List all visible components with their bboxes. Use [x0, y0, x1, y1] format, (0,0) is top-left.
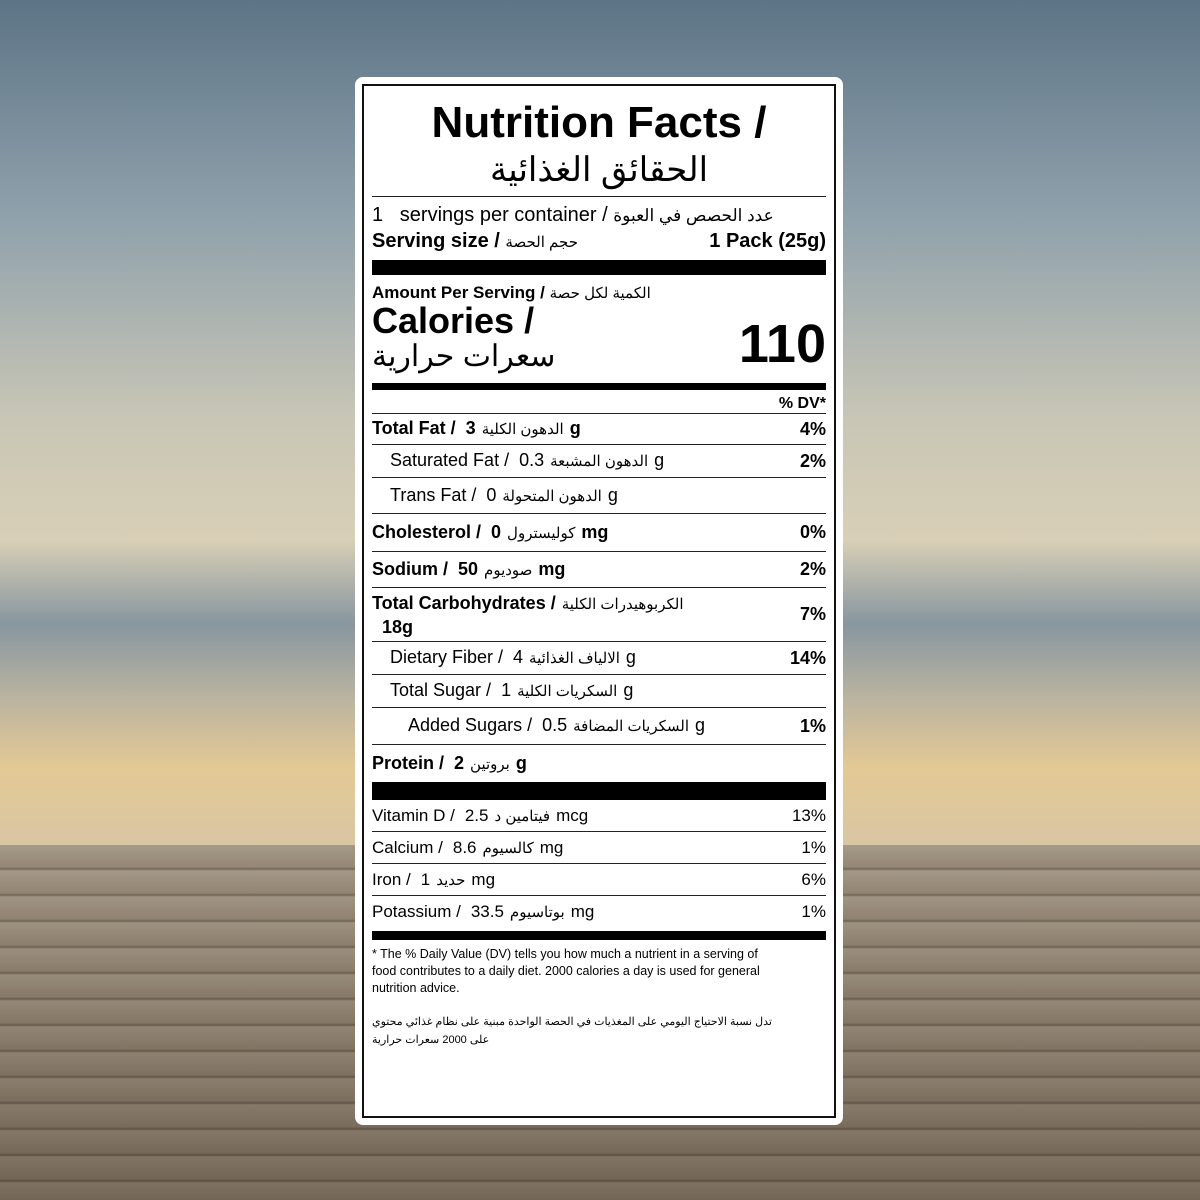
vitamin-amount: 33.5mg — [470, 902, 595, 921]
daily-value-header: % DV* — [372, 390, 826, 414]
nutrient-row: Total Carbohydrates / الكربوهيدرات الكلية… — [372, 588, 826, 642]
thick-divider — [372, 260, 826, 275]
nutrient-dv: 0% — [799, 522, 826, 542]
nutrient-label: Trans Fat / — [390, 484, 477, 505]
nutrient-row: Dietary Fiber / الالياف الغذائية4g 14% — [372, 642, 826, 675]
serving-size-arabic: حجم الحصة — [505, 234, 578, 251]
vitamin-dv: 13% — [791, 805, 826, 825]
nutrient-amount: 0mg — [491, 521, 609, 542]
servings-label: servings per container / — [399, 204, 608, 226]
nutrient-row: Protein / بروتين2g — [372, 745, 826, 782]
vitamin-label: Potassium / — [372, 902, 461, 921]
nutrient-label: Saturated Fat / — [390, 450, 510, 470]
serving-size-row: Serving size / حجم الحصة 1 Pack (25g) — [372, 230, 826, 256]
vitamin-label: Iron / — [372, 869, 411, 889]
nutrient-amount: 0.5g — [542, 715, 706, 735]
title-arabic: الحقائق الغذائية — [489, 151, 709, 189]
nutrient-dv: 14% — [789, 647, 826, 668]
nutrient-arabic: الكربوهيدرات الكلية — [561, 595, 684, 613]
medium-divider — [372, 931, 826, 940]
nutrient-label: Added Sugars / — [408, 715, 533, 735]
nutrient-dv: 4% — [799, 418, 826, 439]
nutrient-dv: 1% — [799, 715, 826, 736]
nutrient-amount: 3g — [465, 418, 581, 438]
nutrient-label: Total Sugar / — [390, 680, 492, 700]
footnote: * The % Daily Value (DV) tells you how m… — [372, 947, 760, 995]
nutrient-amount: 18g — [382, 616, 414, 637]
nutrient-row: Added Sugars / السكريات المضافة0.5g 1% — [372, 708, 826, 745]
nutrient-dv: 2% — [799, 559, 826, 579]
nutrient-label: Sodium / — [372, 558, 448, 579]
nutrient-arabic: السكريات الكلية — [517, 683, 618, 700]
nutrient-label: Cholesterol / — [372, 521, 482, 542]
nutrient-amount: 50mg — [458, 558, 566, 579]
amount-per-serving: Amount Per Serving / الكمية لكل حصة — [372, 283, 826, 303]
nutrient-row: Sodium / صوديوم50mg 2% — [372, 552, 826, 588]
nutrient-dv: 2% — [799, 450, 826, 471]
vitamin-amount: 1mg — [420, 869, 496, 889]
nutrition-facts-panel: Nutrition Facts / الحقائق الغذائية 1 ser… — [362, 84, 836, 1118]
nutrient-row: Total Sugar / السكريات الكلية1g — [372, 675, 826, 708]
nutrient-dv: 7% — [799, 604, 826, 624]
nutrient-row: Saturated Fat / الدهون المشبعة0.3g 2% — [372, 445, 826, 478]
calories-value: 110 — [738, 314, 826, 374]
medium-divider — [372, 383, 826, 390]
servings-count: 1 — [372, 204, 384, 226]
servings-per-container: 1 servings per container / عدد الحصص في … — [372, 203, 826, 228]
vitamin-arabic: بوتاسيوم — [509, 904, 565, 921]
nutrient-arabic: الالياف الغذائية — [529, 650, 620, 667]
nutrient-amount: 1g — [501, 680, 634, 700]
divider — [372, 196, 826, 197]
footnote-arabic: تدل نسبة الاحتياج اليومي على المغذيات في… — [372, 1016, 772, 1046]
vitamin-label: Calcium / — [372, 837, 443, 857]
serving-size-label: Serving size / — [372, 230, 500, 252]
vitamin-dv: 1% — [801, 902, 826, 921]
vitamin-dv: 1% — [801, 837, 826, 857]
nutrient-label: Total Fat / — [372, 418, 456, 438]
amount-per-serving-arabic: الكمية لكل حصة — [549, 285, 651, 302]
vitamin-arabic: كالسيوم — [482, 839, 534, 857]
nutrient-arabic: الدهون المتحولة — [502, 487, 602, 505]
serving-size-value: 1 Pack (25g) — [709, 230, 826, 252]
vitamin-amount: 8.6mg — [452, 837, 564, 857]
vitamin-list: Vitamin D / فيتامين د2.5mcg 13% Calcium / كا… — [372, 800, 826, 928]
thick-divider — [372, 782, 826, 800]
nutrient-amount: 0.3g — [519, 450, 665, 470]
servings-arabic: عدد الحصص في العبوة — [613, 206, 774, 225]
nutrient-label: Dietary Fiber / — [390, 647, 504, 667]
nutrient-label: Total Carbohydrates / — [372, 592, 556, 613]
nutrition-label-card: Nutrition Facts / الحقائق الغذائية 1 ser… — [355, 77, 843, 1125]
calories-arabic: سعرات حرارية — [372, 340, 556, 373]
nutrient-label: Protein / — [372, 752, 445, 773]
nutrient-arabic: صوديوم — [484, 561, 533, 579]
nutrient-amount: 2g — [454, 752, 527, 773]
nutrient-arabic: بروتين — [470, 755, 510, 773]
nutrient-row: Cholesterol / كوليسترول0mg 0% — [372, 514, 826, 552]
vitamin-arabic: حديد — [436, 871, 466, 889]
nutrient-row: Total Fat / الدهون الكلية3g 4% — [372, 414, 826, 445]
vitamin-row: Calcium / كالسيوم8.6mg 1% — [372, 832, 826, 864]
calories-row: Calories / سعرات حرارية 110 — [372, 300, 826, 375]
nutrient-arabic: الدهون المشبعة — [550, 453, 649, 470]
nutrient-arabic: السكريات المضافة — [573, 718, 690, 735]
vitamin-amount: 2.5mcg — [464, 805, 589, 825]
nutrient-row: Trans Fat / الدهون المتحولة0g — [372, 478, 826, 514]
nutrient-arabic: الدهون الكلية — [481, 421, 564, 438]
nutrient-amount: 4g — [513, 647, 636, 667]
title: Nutrition Facts / — [431, 98, 767, 147]
vitamin-label: Vitamin D / — [372, 805, 455, 825]
nutrient-arabic: كوليسترول — [507, 524, 576, 542]
nutrient-amount: 0g — [486, 484, 618, 505]
vitamin-row: Potassium / بوتاسيوم33.5mg 1% — [372, 896, 826, 928]
nutrient-list: Total Fat / الدهون الكلية3g 4% Saturated Fa… — [372, 414, 826, 782]
amount-per-serving-label: Amount Per Serving / — [372, 283, 545, 302]
vitamin-row: Iron / حديد1mg 6% — [372, 864, 826, 896]
vitamin-dv: 6% — [801, 869, 826, 889]
vitamin-arabic: فيتامين د — [494, 807, 551, 825]
calories-label: Calories / — [372, 300, 535, 341]
vitamin-row: Vitamin D / فيتامين د2.5mcg 13% — [372, 800, 826, 832]
